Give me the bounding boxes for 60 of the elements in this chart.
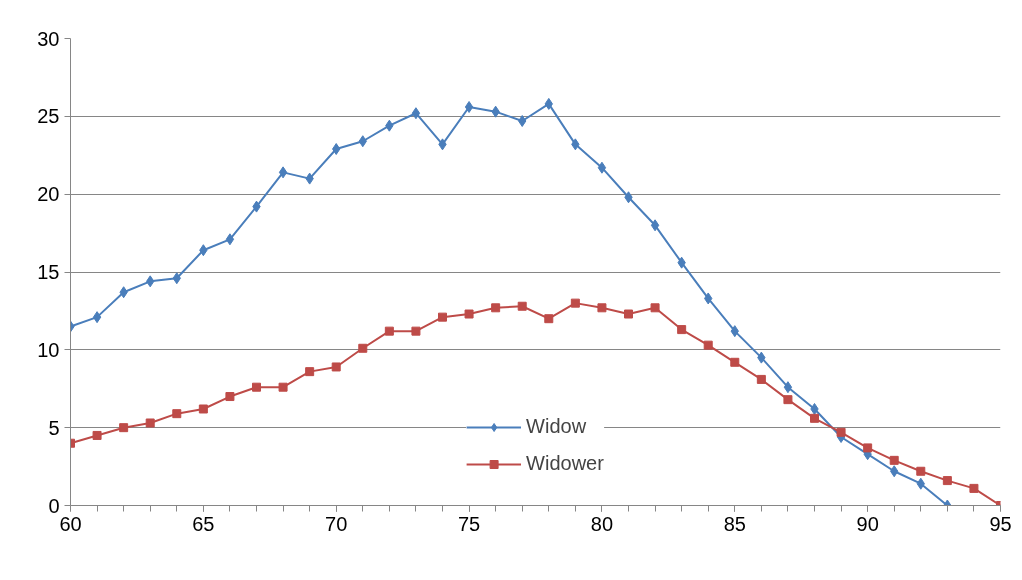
- point: [92, 311, 102, 324]
- point: [756, 374, 766, 384]
- point: [119, 423, 129, 433]
- y-tick-label: 20: [37, 183, 60, 206]
- point: [278, 166, 288, 179]
- x-tick-label: 80: [590, 512, 614, 535]
- y-tick-label: 5: [48, 416, 60, 439]
- point: [198, 404, 208, 414]
- point: [225, 392, 235, 402]
- x-tick-label: 75: [457, 512, 481, 535]
- point: [916, 466, 926, 476]
- point: [358, 343, 368, 353]
- point: [278, 382, 288, 392]
- x-tick-label: 60: [59, 512, 82, 535]
- point: [464, 100, 474, 113]
- point: [491, 303, 501, 313]
- point: [438, 312, 447, 322]
- point: [969, 483, 979, 493]
- point: [810, 413, 819, 423]
- point: [597, 303, 607, 313]
- point: [650, 219, 660, 232]
- point: [464, 309, 474, 319]
- point: [783, 381, 793, 394]
- x-tick-label: 95: [989, 512, 1012, 535]
- point: [92, 430, 102, 440]
- point: [650, 303, 660, 313]
- point: [730, 357, 740, 367]
- y-tick-label: 30: [37, 27, 60, 50]
- point: [384, 326, 394, 336]
- point: [703, 340, 713, 350]
- point: [517, 301, 527, 311]
- legend-label: Widow: [526, 415, 587, 438]
- x-tick-label: 90: [856, 512, 879, 535]
- point: [836, 427, 846, 437]
- point: [889, 455, 899, 465]
- point: [518, 115, 527, 127]
- y-tick-label: 0: [48, 494, 60, 517]
- point: [624, 309, 633, 319]
- point: [783, 395, 793, 405]
- x-tick-label: 85: [723, 512, 746, 535]
- point: [597, 161, 607, 174]
- legend-label: Widower: [526, 452, 604, 475]
- point: [411, 107, 421, 120]
- point: [677, 325, 687, 335]
- point: [331, 362, 341, 372]
- point: [225, 233, 235, 246]
- point: [305, 367, 315, 377]
- point: [145, 418, 155, 428]
- x-tick-label: 65: [192, 512, 215, 535]
- point: [544, 314, 554, 324]
- y-tick-label: 15: [37, 261, 60, 283]
- y-tick-label: 10: [37, 338, 60, 361]
- point: [863, 443, 873, 453]
- point: [172, 409, 182, 419]
- point: [252, 382, 261, 392]
- y-tick-label: 25: [37, 105, 60, 128]
- point: [411, 326, 421, 336]
- point: [570, 298, 580, 308]
- x-tick-label: 70: [325, 512, 348, 535]
- point: [942, 476, 952, 486]
